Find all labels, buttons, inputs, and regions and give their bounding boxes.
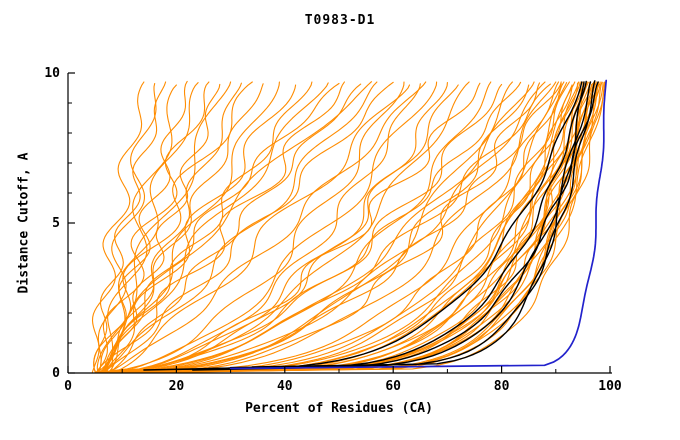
x-axis-label: Percent of Residues (CA) (245, 401, 433, 416)
model-curve (143, 81, 606, 373)
model-curve (175, 81, 580, 373)
model-curve (99, 81, 560, 373)
x-tick-label: 60 (385, 379, 401, 394)
model-curve (101, 83, 264, 373)
model-curve (98, 81, 378, 373)
reference-curve (143, 81, 583, 371)
model-curve (96, 81, 345, 373)
reference-curve (191, 81, 599, 371)
model-curve (132, 81, 603, 373)
model-curve (146, 82, 596, 373)
model-curve (116, 84, 459, 373)
model-curve (99, 81, 405, 373)
model-curve (106, 84, 297, 373)
model-curve (170, 84, 573, 373)
model-curve (140, 83, 600, 373)
model-curve (100, 81, 373, 373)
model-curve (107, 81, 427, 373)
model-curve (103, 82, 329, 373)
model-curve (120, 81, 591, 373)
model-curve (110, 82, 340, 373)
y-tick-label: 5 (52, 216, 60, 231)
model-curve (108, 81, 522, 373)
model-curve (143, 81, 576, 373)
model-curve (117, 81, 546, 373)
x-tick-label: 40 (277, 379, 293, 394)
model-curve (121, 81, 565, 373)
x-tick-label: 100 (598, 379, 622, 394)
model-curve (113, 84, 411, 373)
reference-curve (175, 80, 587, 371)
model-curve (165, 82, 604, 373)
x-tick-label: 0 (64, 379, 72, 394)
chart-title: T0983-D1 (304, 13, 376, 28)
model-curve (97, 82, 157, 373)
best-model-curve (229, 79, 608, 370)
model-curve (186, 81, 600, 373)
model-curve (122, 81, 562, 373)
x-tick-label: 20 (169, 379, 185, 394)
model-curve (91, 81, 145, 373)
model-curve (105, 82, 568, 373)
model-curve (148, 81, 588, 373)
model-curve (132, 81, 570, 373)
model-curve (137, 81, 584, 373)
model-curve (101, 83, 503, 373)
model-curve (132, 81, 557, 373)
reference-curve (229, 80, 596, 369)
model-curve (108, 82, 242, 373)
model-curve (109, 83, 551, 373)
model-curve (104, 82, 199, 373)
model-curve (109, 83, 362, 373)
model-curve (104, 83, 221, 373)
x-tick-label: 80 (494, 379, 510, 394)
model-curve (112, 81, 535, 373)
y-tick-label: 0 (52, 366, 60, 381)
reference-curve (251, 81, 585, 368)
y-tick-label: 10 (44, 66, 60, 81)
model-curve (96, 81, 313, 373)
model-curve (93, 81, 167, 373)
model-curve (104, 81, 394, 373)
model-curve (110, 81, 438, 373)
model-curve (121, 82, 481, 373)
model-curve (95, 81, 210, 373)
reference-curve (208, 81, 592, 370)
model-curve (156, 81, 607, 373)
